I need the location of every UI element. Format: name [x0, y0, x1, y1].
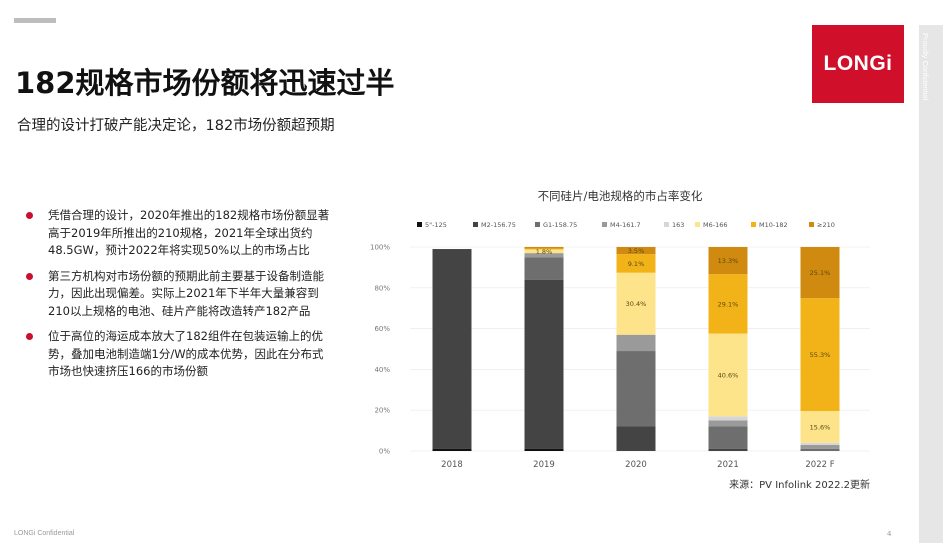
- bullet-text: 凭借合理的设计，2020年推出的182规格市场份额显著高于2019年所推出的21…: [48, 208, 330, 257]
- chart-title: 不同硅片/电池规格的市占率变化: [538, 189, 703, 203]
- bar-segment: [800, 448, 840, 451]
- bar-segment: [708, 448, 748, 451]
- data-label: 55.3%: [810, 351, 831, 359]
- bar-segment: [800, 442, 840, 445]
- bar-segment: [616, 351, 656, 427]
- data-label: 15.6%: [810, 423, 831, 431]
- bar-segment: [800, 444, 840, 449]
- page-number: 4: [887, 530, 892, 538]
- legend-swatch: [602, 222, 607, 227]
- bullet-text: 第三方机构对市场份额的预期此前主要基于设备制造能力，因此出现偏差。实际上2021…: [48, 268, 324, 318]
- bar-segment: [800, 298, 840, 412]
- y-tick-label: 60%: [374, 325, 390, 333]
- bar-segment: [524, 248, 564, 250]
- longi-logo: LONGi: [812, 25, 904, 103]
- bar-segment: [708, 274, 748, 334]
- bar-segment: [432, 249, 472, 449]
- bullet-dot-icon: [26, 272, 33, 280]
- data-label: 9.1%: [628, 260, 645, 268]
- y-tick-label: 20%: [374, 407, 390, 415]
- legend-swatch: [809, 222, 814, 227]
- data-label: 25.1%: [810, 269, 831, 277]
- footer-confidential: LONGi Confidential: [14, 530, 75, 537]
- x-tick-label: 2021: [717, 460, 739, 470]
- data-label: 3.5%: [628, 247, 645, 255]
- bullet-item: 位于高位的海运成本放大了182组件在包装运输上的优势，叠加电池制造端1分/W的成…: [22, 328, 332, 381]
- legend-label: M6-166: [703, 221, 728, 229]
- slide-subtitle: 合理的设计打破产能决定论，182市场份额超预期: [17, 118, 335, 134]
- bar-segment: [524, 257, 564, 280]
- x-tick-label: 2020: [625, 460, 647, 470]
- legend-swatch: [473, 222, 478, 227]
- bullet-list: 凭借合理的设计，2020年推出的182规格市场份额显著高于2019年所推出的21…: [22, 207, 332, 389]
- y-tick-label: 80%: [374, 284, 390, 292]
- header-accent-bar: [14, 18, 56, 23]
- bar-segment: [616, 426, 656, 451]
- legend-label: 5"-125: [425, 221, 447, 229]
- side-label: Proudly Confidential: [921, 33, 930, 101]
- x-tick-label: 2018: [441, 460, 463, 470]
- legend-label: M4-161.7: [610, 221, 641, 229]
- logo-text: LONGi: [823, 52, 893, 75]
- bar-segment: [708, 426, 748, 449]
- legend-swatch: [695, 222, 700, 227]
- slide-title: 182规格市场份额将迅速过半: [15, 66, 395, 100]
- legend-swatch: [664, 222, 669, 227]
- y-tick-label: 100%: [370, 244, 390, 252]
- bar-segment: [708, 247, 748, 275]
- bar-segment: [524, 247, 564, 249]
- y-tick-label: 0%: [379, 448, 390, 456]
- data-label: 1.8%: [536, 248, 553, 256]
- bullet-dot-icon: [26, 333, 33, 340]
- legend-label: M10-182: [759, 221, 788, 229]
- x-tick-label: 2022 F: [805, 460, 834, 470]
- legend-label: M2-156.75: [481, 221, 516, 229]
- bar-segment: [708, 420, 748, 427]
- bullet-text: 位于高位的海运成本放大了182组件在包装运输上的优势，叠加电池制造端1分/W的成…: [48, 329, 324, 378]
- bar-segment: [524, 253, 564, 258]
- legend-label: G1-158.75: [543, 221, 577, 229]
- data-label: 13.3%: [718, 257, 739, 265]
- bar-segment: [616, 254, 656, 273]
- bar-segment: [432, 448, 472, 451]
- bar-segment: [524, 249, 564, 254]
- chart-source: 来源：PV Infolink 2022.2更新: [729, 478, 870, 491]
- bullet-dot-icon: [26, 212, 33, 219]
- bar-segment: [524, 448, 564, 451]
- data-label: 29.1%: [718, 300, 739, 308]
- y-tick-label: 40%: [374, 366, 390, 374]
- legend-label: ≥210: [817, 221, 835, 229]
- legend-swatch: [535, 222, 540, 227]
- bar-segment: [616, 247, 656, 255]
- bar-segment: [524, 279, 564, 449]
- bar-segment: [616, 334, 656, 352]
- bar-segment: [708, 416, 748, 421]
- bar-segment: [708, 333, 748, 417]
- data-label: 30.4%: [626, 300, 647, 308]
- market-share-chart: 不同硅片/电池规格的市占率变化 5"-125 M2-156.75 G1-158.75 M…: [370, 189, 870, 491]
- legend-swatch: [751, 222, 756, 227]
- legend-label: 163: [672, 221, 684, 229]
- legend-swatch: [417, 222, 422, 227]
- bar-segment: [800, 247, 840, 299]
- bar-segment: [616, 272, 656, 335]
- bar-segment: [800, 411, 840, 443]
- side-strip: Proudly Confidential: [919, 25, 943, 543]
- data-label: 40.6%: [718, 371, 739, 379]
- bullet-item: 凭借合理的设计，2020年推出的182规格市场份额显著高于2019年所推出的21…: [22, 207, 332, 260]
- x-tick-label: 2019: [533, 460, 555, 470]
- bullet-item: 第三方机构对市场份额的预期此前主要基于设备制造能力，因此出现偏差。实际上2021…: [22, 268, 332, 321]
